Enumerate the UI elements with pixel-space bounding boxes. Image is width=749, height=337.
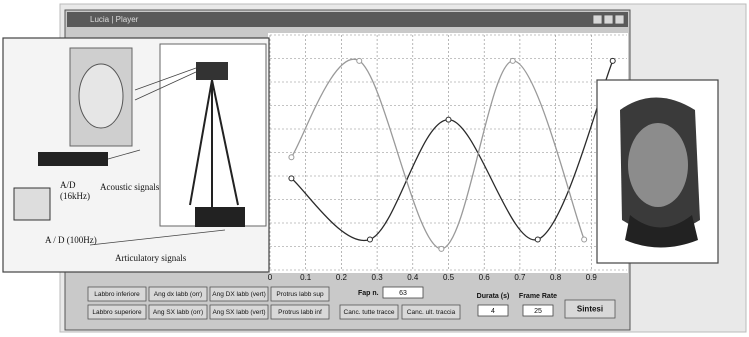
screenshot: Lucia | Player 0 0.1 0.2 0.3 0.4 0.5 0.6 0.7 0.8…: [0, 0, 749, 337]
button-label: Labbro inferiore: [94, 291, 140, 298]
button-label: Canc. ult. traccia: [407, 309, 456, 316]
field-label: Frame Rate: [519, 293, 557, 300]
close-button[interactable]: [615, 15, 624, 24]
x-tick-label: 0.4: [407, 273, 419, 282]
button-label: Ang SX labb (orr): [153, 309, 203, 316]
tracking-device: [195, 207, 245, 227]
button-label: Labbro superiore: [92, 309, 142, 316]
point: [510, 58, 515, 63]
field-value: 63: [399, 290, 407, 297]
camera: [196, 62, 228, 80]
minimize-button[interactable]: [593, 15, 602, 24]
button-label: Canc. tutte tracce: [344, 309, 395, 316]
button-label: Ang DX labb (vert): [212, 291, 265, 298]
x-tick-label: 0.1: [300, 273, 312, 282]
point: [610, 58, 615, 63]
x-tick-label: 0.7: [514, 273, 526, 282]
x-tick-label: 0.3: [372, 273, 384, 282]
diagram-label: (16kHz): [60, 191, 90, 201]
button-label: Ang dx labb (orr): [154, 291, 202, 298]
avatar-face: [628, 123, 688, 207]
title-bar: [67, 12, 628, 27]
point: [446, 117, 451, 122]
face: [79, 64, 123, 128]
x-tick-label: 0.2: [336, 273, 348, 282]
x-tick-label: 0.9: [586, 273, 598, 282]
button-label: Protrus labb inf: [278, 309, 322, 316]
window-title: Lucia | Player: [90, 15, 139, 24]
point: [289, 155, 294, 160]
point: [535, 237, 540, 242]
point: [289, 176, 294, 181]
field-label: Fap n.: [358, 290, 379, 297]
diagram-label: Acoustic signals: [100, 182, 160, 192]
field-label: Durata (s): [477, 293, 510, 300]
point: [367, 237, 372, 242]
maximize-button[interactable]: [604, 15, 613, 24]
point: [582, 237, 587, 242]
diagram-label: A/D: [60, 180, 76, 190]
point: [439, 246, 444, 251]
button-label: Protrus labb sup: [276, 291, 324, 298]
diagram-label: A / D (100Hz): [45, 235, 97, 245]
scene: Lucia | Player 0 0.1 0.2 0.3 0.4 0.5 0.6 0.7 0.8…: [0, 0, 749, 337]
field-value: 4: [491, 308, 495, 315]
button-label: Ang SX labb (vert): [212, 309, 265, 316]
computer: [14, 188, 50, 220]
diagram-label: Articulatory signals: [115, 253, 187, 263]
field-value: 25: [534, 308, 542, 315]
ad-device: [38, 152, 108, 166]
point: [357, 58, 362, 63]
x-tick-label: 0: [268, 273, 273, 282]
x-tick-label: 0.8: [550, 273, 562, 282]
button-label: Sintesi: [577, 305, 603, 314]
plot-area: [268, 33, 628, 273]
x-tick-label: 0.6: [479, 273, 491, 282]
x-tick-label: 0.5: [443, 273, 455, 282]
